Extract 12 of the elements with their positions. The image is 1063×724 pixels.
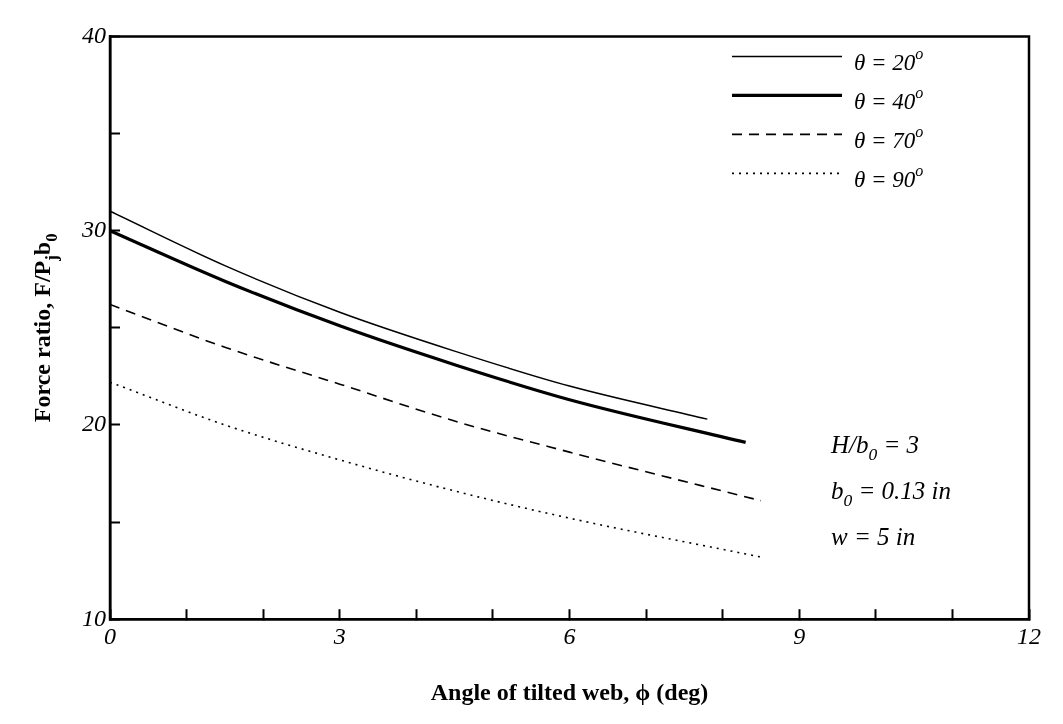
x-axis-title: Angle of tilted web, ϕ (deg) xyxy=(430,679,709,706)
y-tick-label: 20 xyxy=(82,410,106,437)
x-tick-label: 12 xyxy=(1017,622,1041,649)
annotation: w = 5 in xyxy=(831,522,916,550)
x-tick-label: 0 xyxy=(104,622,116,649)
x-tick-label: 9 xyxy=(793,622,806,649)
x-tick-label: 3 xyxy=(332,622,346,649)
y-axis-title: Force ratio, F/Pjb0 xyxy=(29,233,61,423)
y-tick-label: 10 xyxy=(82,604,106,631)
x-tick-label: 6 xyxy=(563,622,576,649)
y-tick-label: 30 xyxy=(81,215,106,242)
y-tick-label: 40 xyxy=(82,21,106,48)
